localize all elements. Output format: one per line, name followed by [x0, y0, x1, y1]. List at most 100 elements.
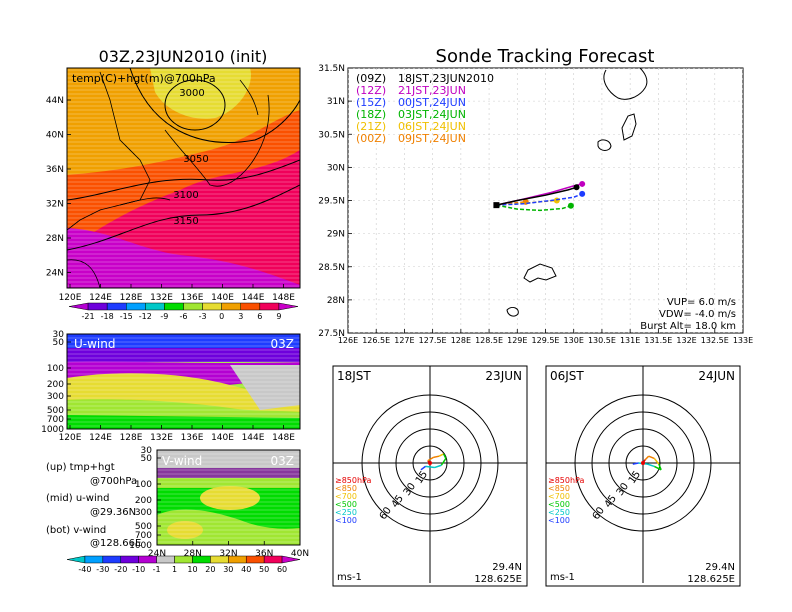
colorbar-swatch — [164, 302, 184, 311]
hodograph-segment — [420, 465, 426, 471]
tick-label: 28N — [46, 234, 64, 244]
tick-label: 148E — [272, 433, 295, 443]
tick-label: 300 — [47, 392, 64, 402]
colorbar-swatch — [263, 555, 283, 564]
colorbar-swatch — [126, 302, 146, 311]
colorbar-label: 9 — [276, 312, 281, 321]
tick-label: 100 — [47, 364, 64, 374]
hodograph-segment — [438, 453, 444, 457]
hodograph-segment — [653, 457, 660, 465]
p2-unit: ms-1 — [550, 572, 575, 583]
tick-label: 40N — [291, 549, 309, 559]
tick-label: 140E — [211, 293, 234, 303]
tick-label: 500 — [47, 406, 64, 416]
hodograph-segment — [433, 455, 440, 459]
tick-label: 127E — [394, 336, 414, 345]
tick-label: 133E — [733, 336, 753, 345]
vup-text: VUP= 6.0 m/s — [667, 297, 736, 308]
colorbar-label: -9 — [160, 312, 168, 321]
tick-label: 131E — [620, 336, 640, 345]
level-legend: <500 — [548, 500, 570, 509]
note-mid: (mid) u-wind — [46, 493, 109, 504]
level-legend: <100 — [548, 516, 570, 525]
colorbar-swatch — [120, 555, 139, 564]
tick-label: 30N — [327, 163, 345, 173]
level-legend: <850 — [335, 484, 357, 493]
tick-label: 30 — [141, 446, 153, 456]
tick-label: 24N — [148, 549, 166, 559]
p2-lon: 128.625E — [687, 574, 735, 585]
tick-label: 700 — [135, 531, 152, 541]
tick-label: 144E — [242, 293, 265, 303]
tick-label: 1000 — [41, 425, 64, 435]
colorbar-label: -21 — [82, 312, 95, 321]
colorbar-swatch — [240, 302, 261, 311]
hodograph-segment — [632, 462, 639, 465]
map-variable-label: temp(C)+hgt(m)@700hPa — [72, 72, 216, 85]
tick-label: 31N — [327, 97, 345, 107]
legend-time: (09Z) — [356, 72, 386, 85]
vwind-label: V-wind — [162, 454, 202, 468]
uwind-label: U-wind — [74, 337, 115, 351]
tick-label: 148E — [272, 293, 295, 303]
note-bot-sub: @128.66E — [90, 538, 141, 549]
tick-label: 44N — [46, 96, 64, 106]
tick-label: 30 — [53, 330, 65, 340]
tick-label: 40N — [46, 131, 64, 141]
colorbar-swatch — [156, 555, 175, 564]
p1-date: 23JUN — [485, 369, 522, 383]
tick-label: 132.5E — [701, 336, 729, 345]
origin-marker — [641, 461, 645, 465]
level-legend: <700 — [335, 492, 357, 501]
origin-marker — [428, 461, 432, 465]
burst-text: Burst Alt= 18.0 km — [640, 321, 736, 332]
tick-label: 29N — [327, 230, 345, 240]
colorbar-label: 6 — [257, 312, 262, 321]
legend-label: 09JST,24JUN — [398, 132, 466, 145]
p1-time: 18JST — [337, 369, 371, 383]
colorbar-swatch — [68, 302, 89, 311]
p1-unit: ms-1 — [337, 572, 362, 583]
colorbar-label: -6 — [180, 312, 188, 321]
hodograph-segment — [648, 455, 655, 460]
colorbar-label: 3 — [238, 312, 243, 321]
uwind-time: 03Z — [271, 337, 295, 351]
tick-label: 120E — [59, 293, 82, 303]
tick-label: 50 — [53, 338, 65, 348]
tick-label: 100 — [135, 480, 152, 490]
contour-labels: 3000 3050 3100 3150 — [173, 88, 208, 227]
level-legend: <500 — [335, 500, 357, 509]
level-legend: <700 — [548, 492, 570, 501]
colorbar-label: 50 — [259, 565, 269, 574]
hodograph-segment — [440, 458, 447, 466]
contour-label-3150: 3150 — [173, 216, 198, 227]
tick-label: 140E — [211, 433, 234, 443]
tick-label: 28.5N — [318, 263, 345, 273]
colorbar-swatch — [138, 555, 157, 564]
tick-label: 127.5E — [419, 336, 447, 345]
level-legend: <100 — [335, 516, 357, 525]
colorbar-swatch — [183, 302, 203, 311]
contour-label-3050: 3050 — [183, 154, 208, 165]
note-up-sub: @700hPa — [90, 476, 137, 487]
track-endpoint — [573, 184, 580, 191]
map-lat-ticks: 44N 40N 36N 32N 28N 24N — [46, 96, 71, 279]
legend-label: 03JST,24JUN — [398, 108, 466, 121]
main-title: Sonde Tracking Forecast — [436, 46, 655, 67]
colorbar-label: 60 — [277, 565, 287, 574]
tick-label: 27.5N — [318, 329, 345, 339]
legend-time: (00Z) — [356, 132, 386, 145]
colorbar-label: 30 — [223, 565, 233, 574]
colorbar-label: -15 — [120, 312, 133, 321]
vdw-text: VDW= -4.0 m/s — [659, 309, 736, 320]
tick-label: 36N — [46, 165, 64, 175]
tick-label: 1000 — [129, 541, 152, 551]
tick-label: 128E — [120, 293, 143, 303]
note-up: (up) tmp+hgt — [46, 462, 115, 473]
p2-date: 24JUN — [698, 369, 735, 383]
legend-time: (15Z) — [356, 96, 386, 109]
